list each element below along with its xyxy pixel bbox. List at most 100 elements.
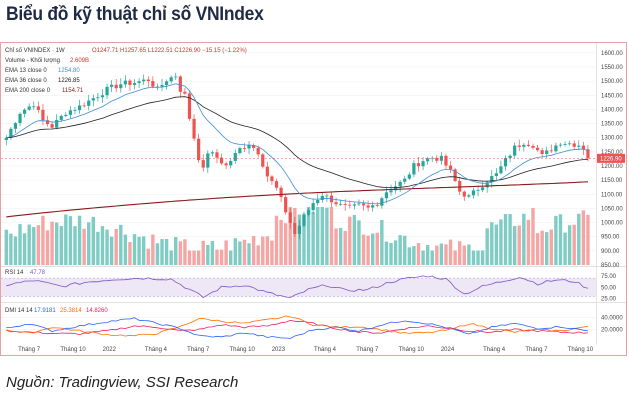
candle-body	[197, 138, 201, 161]
candle-body	[517, 145, 521, 147]
candle-body	[325, 195, 329, 197]
candle-body	[549, 150, 553, 152]
candle-body	[348, 204, 352, 206]
volume-bar	[352, 215, 357, 265]
candle-body	[23, 109, 27, 114]
volume-bar	[229, 250, 233, 265]
time-tick-label: Tháng 10	[229, 347, 255, 353]
candle-body	[494, 173, 498, 177]
candle-body	[458, 181, 462, 192]
volume-bar	[581, 210, 586, 265]
volume-bar	[306, 207, 311, 265]
volume-bar	[297, 214, 302, 265]
candle-body	[563, 144, 567, 145]
candle-body	[174, 76, 178, 78]
rsi-line	[6, 275, 589, 299]
candle-body	[467, 195, 471, 197]
volume-bar	[490, 222, 494, 265]
candle-body	[554, 145, 558, 152]
price-tick-label: 1000.00	[601, 221, 623, 227]
rsi-band	[1, 278, 596, 297]
candle-body	[412, 163, 416, 175]
volume-bar	[9, 233, 13, 265]
candle-body	[522, 144, 526, 147]
ohlc-readout: O1247.71 H1257.65 L1222.51 C1226.90 −15.…	[92, 48, 247, 54]
volume-bar	[132, 234, 137, 265]
dmi-panel-content	[1, 315, 596, 339]
candle-body	[183, 91, 187, 94]
candle-body	[416, 163, 421, 167]
rsi-legend-value: 47.78	[30, 270, 46, 276]
candle-body	[252, 145, 256, 148]
volume-bar	[444, 244, 448, 265]
candle-body	[586, 149, 590, 159]
volume-bar	[215, 249, 219, 265]
candle-body	[265, 166, 269, 177]
volume-bar	[467, 244, 471, 265]
volume-bar	[512, 225, 517, 265]
candle-body	[375, 205, 379, 207]
candle-body	[45, 120, 50, 125]
candle-body	[366, 205, 370, 208]
candle-body	[572, 143, 576, 147]
last-price-tag	[597, 153, 625, 163]
ema-lines	[1, 83, 596, 218]
volume-bar	[586, 214, 590, 265]
volume-bar	[476, 250, 480, 265]
candle-body	[242, 148, 247, 149]
candle-body	[393, 186, 398, 191]
time-tick-label: 2023	[272, 347, 286, 353]
tradingview-chart[interactable]: 1600.00 1550.00 1500.00 1450.00 1400.00 1350.…	[0, 42, 629, 356]
volume-bar	[36, 225, 41, 265]
volume-bar	[224, 240, 228, 265]
candle-body	[18, 113, 22, 124]
volume-bar	[41, 215, 45, 265]
time-tick-label: 2024	[441, 347, 455, 353]
volume-bar	[32, 226, 36, 265]
candle-body	[187, 93, 192, 119]
volume-bar	[128, 242, 132, 265]
rsi-tick-label: 50.00	[601, 285, 617, 291]
candle-body	[82, 105, 86, 107]
candle-body	[137, 81, 141, 84]
candle-body	[448, 165, 453, 170]
volume-bar	[59, 226, 63, 265]
dmi-tick-label: 20.0000	[601, 328, 623, 334]
ema13-legend-value: 1254.80	[58, 68, 80, 74]
price-tick-label: 1200.00	[601, 164, 623, 170]
adx-line	[6, 319, 588, 336]
candle-body	[302, 214, 306, 226]
volume-bar	[494, 224, 499, 265]
volume-bar	[256, 245, 260, 265]
candle-body	[233, 153, 237, 161]
volume-bar	[274, 215, 279, 265]
candle-body	[444, 155, 448, 166]
volume-bar	[178, 241, 183, 265]
volume-bar	[219, 249, 224, 265]
candle-body	[357, 203, 361, 205]
candle-body	[59, 115, 63, 120]
candle-body	[142, 79, 146, 82]
time-tick-label: Tháng 7	[18, 347, 41, 353]
candle-body	[96, 97, 100, 99]
volume-bar	[50, 221, 54, 265]
candle-body	[476, 190, 480, 191]
volume-bar	[325, 207, 329, 265]
volume-bar	[45, 230, 50, 265]
volume-bar	[361, 234, 366, 265]
volume-bar	[164, 239, 169, 265]
volume-bar	[393, 240, 398, 265]
volume-bar	[77, 215, 82, 265]
volume-bar	[233, 238, 237, 265]
candle-body	[50, 124, 54, 128]
candle-body	[132, 83, 137, 85]
time-tick-label: Tháng 7	[187, 347, 210, 353]
candle-body	[160, 84, 164, 87]
price-tick-label: 900.00	[601, 249, 620, 255]
price-tick-label: 1450.00	[601, 93, 623, 99]
volume-bar	[558, 214, 563, 265]
price-tick-label: 1500.00	[601, 79, 623, 85]
volume-bar	[151, 234, 155, 265]
candle-body	[284, 197, 288, 213]
volume-bar	[265, 236, 270, 265]
